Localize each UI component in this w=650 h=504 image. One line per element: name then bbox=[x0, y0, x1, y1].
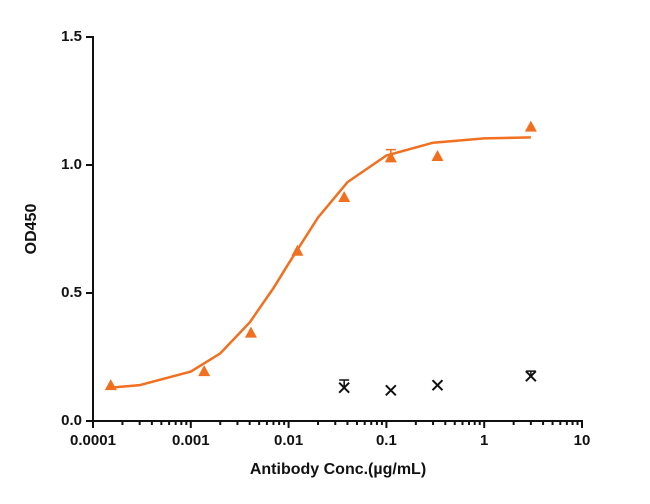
y-tick-label: 0.5 bbox=[61, 284, 82, 301]
y-tick-label: 1.0 bbox=[61, 156, 82, 173]
point bbox=[384, 151, 397, 163]
point bbox=[338, 191, 351, 202]
point bbox=[524, 120, 537, 132]
point bbox=[431, 150, 444, 162]
x-tick-label: 10 bbox=[574, 432, 591, 449]
x-tick-label: 0.001 bbox=[172, 432, 210, 449]
x-tick-label: 0.1 bbox=[376, 432, 397, 449]
x-axis-label: Antibody Conc.(µg/mL) bbox=[250, 461, 426, 478]
point bbox=[244, 326, 257, 338]
point bbox=[525, 370, 537, 382]
y-tick-label: 0.0 bbox=[61, 412, 82, 429]
y-tick-label: 1.5 bbox=[61, 28, 82, 45]
point bbox=[198, 365, 211, 377]
fit-curve bbox=[110, 136, 531, 389]
x-tick-label: 1 bbox=[480, 432, 488, 449]
x-tick-label: 0.0001 bbox=[70, 432, 116, 449]
point bbox=[104, 379, 117, 391]
y-axis-label: OD450 bbox=[23, 204, 40, 255]
point bbox=[385, 384, 397, 396]
point bbox=[338, 382, 350, 394]
point bbox=[431, 379, 444, 391]
x-tick-label: 0.01 bbox=[274, 432, 303, 449]
point bbox=[291, 244, 304, 256]
